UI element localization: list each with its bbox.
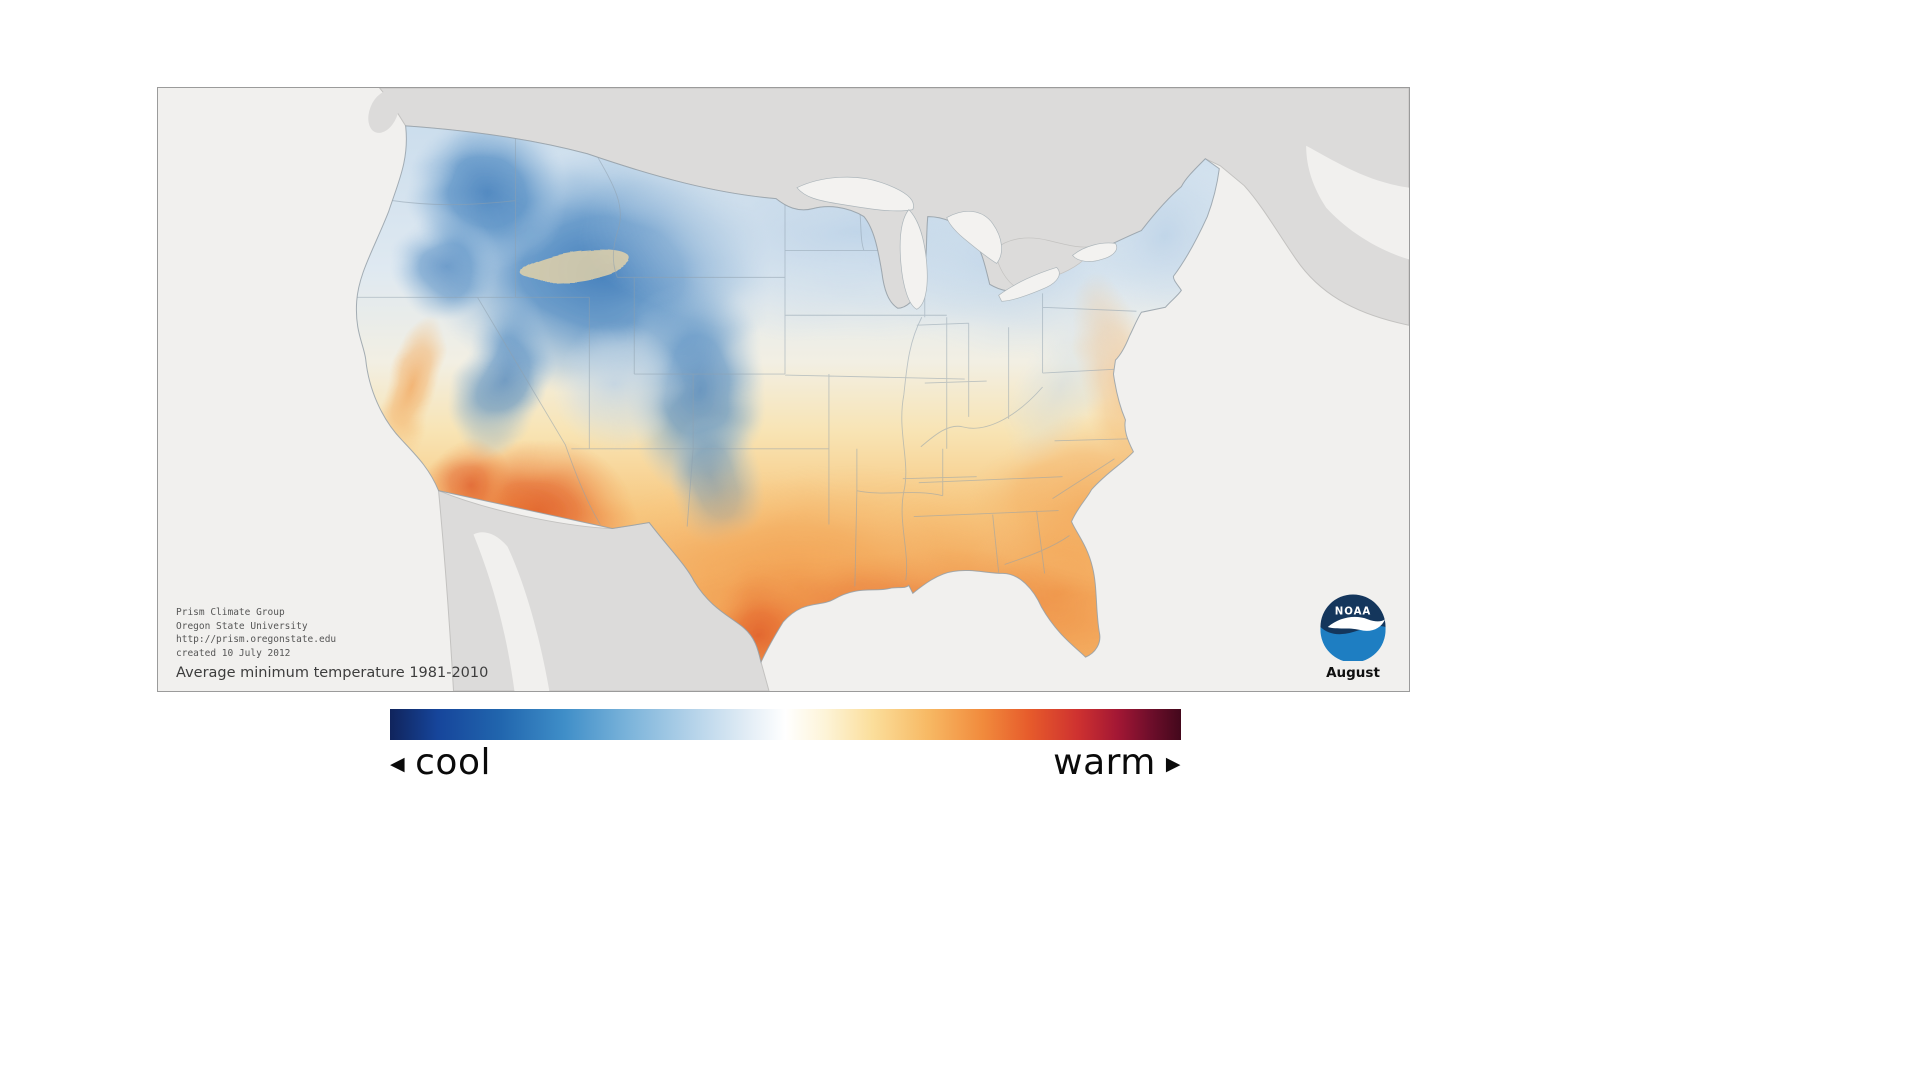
noaa-logo-text: NOAA [1335, 606, 1372, 617]
credit-line: Prism Climate Group [176, 607, 285, 618]
state-borders [356, 137, 1137, 587]
credit-line: Oregon State University [176, 620, 308, 632]
noaa-logo-ocean [1320, 626, 1386, 661]
us-temperature-map [158, 88, 1409, 691]
noaa-logo: NOAA [1320, 594, 1386, 661]
temperature-colorbar [390, 709, 1181, 740]
map-panel: Prism Climate Group Oregon State Univers… [157, 87, 1410, 692]
lake-ontario [1072, 242, 1118, 262]
warm-arrow-icon: ▶ [1165, 753, 1181, 775]
lake-superior [796, 176, 914, 212]
cool-label: cool [415, 742, 491, 783]
map-title: Average minimum temperature 1981-2010 [176, 665, 489, 681]
credits-block: Prism Climate Group Oregon State Univers… [176, 606, 488, 681]
month-label: August [1326, 665, 1380, 681]
legend-labels: ◀ cool warm ▶ [390, 742, 1181, 783]
cool-arrow-icon: ◀ [390, 753, 406, 775]
warm-label: warm [1053, 742, 1156, 783]
noaa-block: NOAA August [1319, 593, 1387, 681]
legend: ◀ cool warm ▶ [390, 709, 1181, 783]
noaa-logo-bird [1327, 616, 1386, 631]
credit-line: created 10 July 2012 [176, 647, 291, 659]
gulf-of-california [473, 532, 550, 691]
great-lakes [796, 176, 1118, 310]
lake-huron [946, 211, 1002, 264]
credit-line: http://prism.oregonstate.edu [176, 634, 337, 645]
legend-cool: ◀ cool [390, 742, 491, 783]
lake-erie [998, 267, 1060, 302]
gulf-of-st-lawrence [1306, 145, 1409, 260]
vancouver-island [368, 90, 399, 133]
lake-michigan [899, 209, 928, 310]
legend-warm: warm ▶ [1053, 742, 1181, 783]
